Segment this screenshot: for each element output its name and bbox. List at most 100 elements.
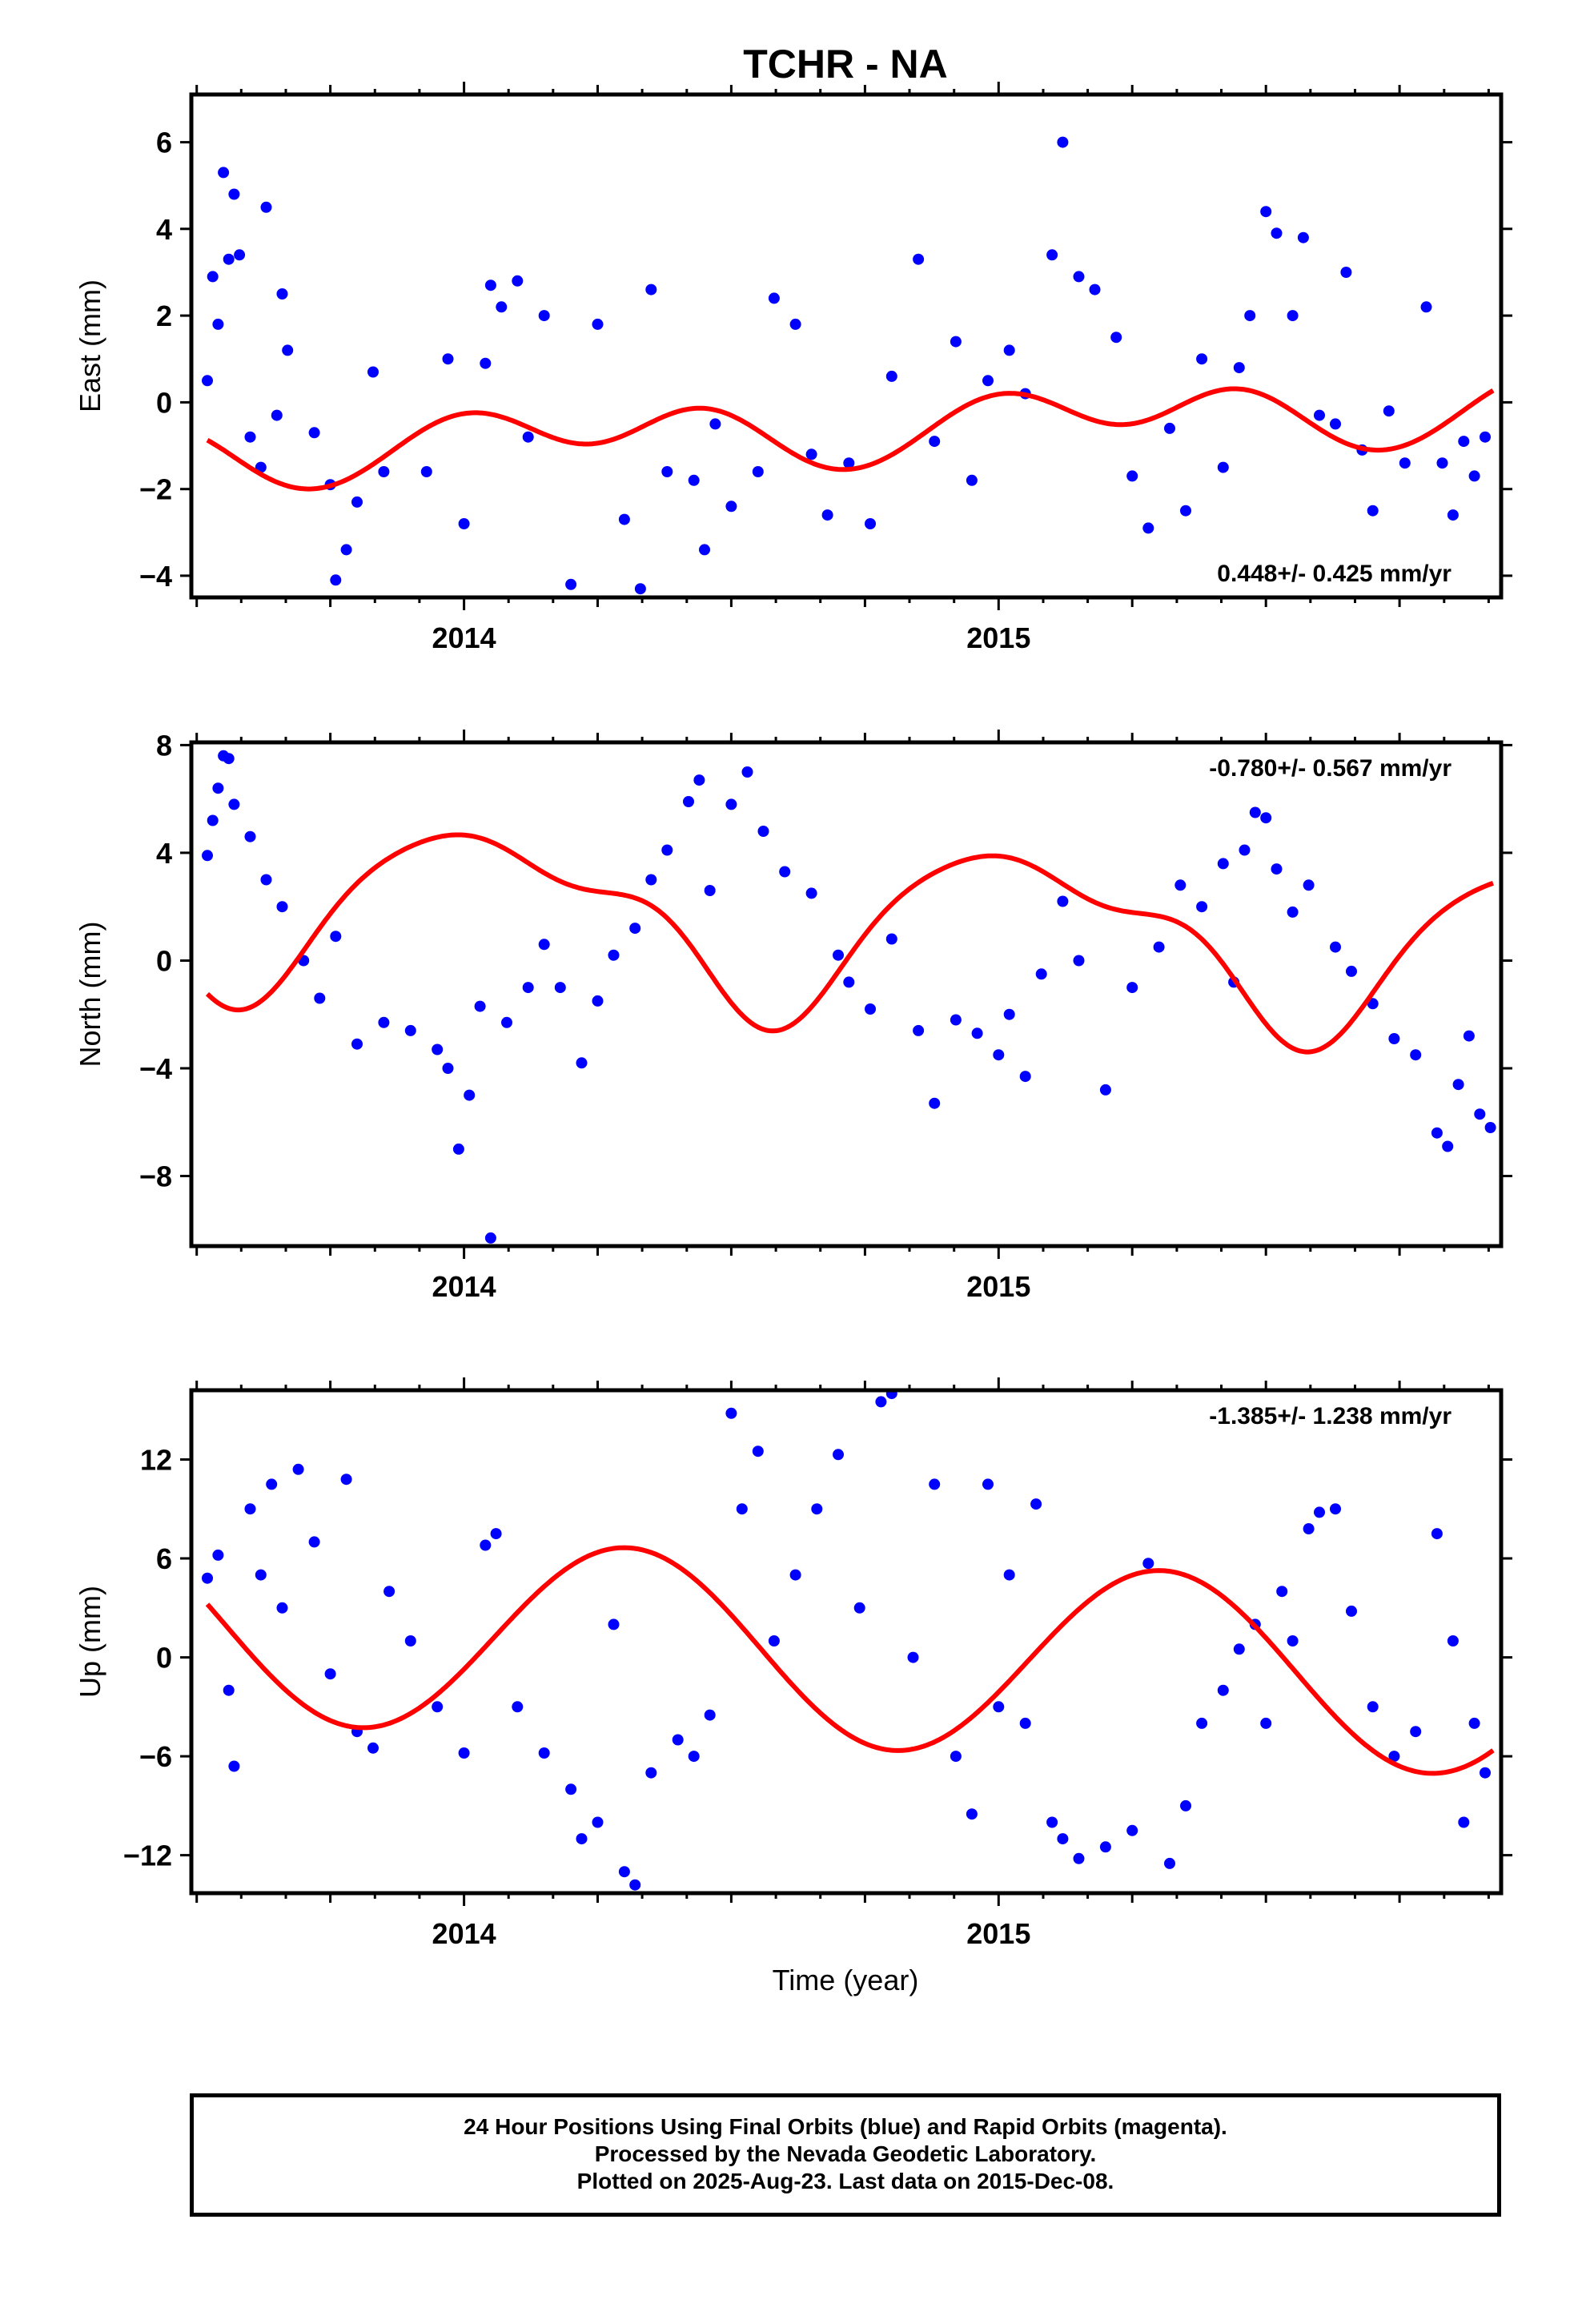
- north-data-point: [1153, 941, 1165, 953]
- up-y-tick-label: 12: [140, 1444, 172, 1477]
- up-y-axis-title: Up (mm): [74, 1586, 106, 1698]
- up-data-point: [688, 1751, 700, 1763]
- north-data-point: [260, 874, 272, 886]
- east-y-tick-label: −2: [139, 473, 172, 506]
- north-data-point: [228, 798, 240, 810]
- east-data-point: [442, 353, 454, 365]
- up-data-point: [875, 1396, 887, 1408]
- east-y-tick-label: 0: [156, 386, 172, 419]
- east-data-point: [1196, 353, 1208, 365]
- east-data-point: [1260, 206, 1272, 218]
- east-data-point: [1180, 505, 1191, 517]
- up-data-point: [404, 1635, 416, 1647]
- up-data-point: [1196, 1717, 1208, 1729]
- up-data-point: [608, 1618, 620, 1630]
- east-data-point: [223, 253, 235, 265]
- up-plot-frame: [189, 1388, 1504, 1896]
- east-data-point: [1314, 409, 1325, 421]
- north-data-point: [629, 923, 641, 935]
- up-data-point: [367, 1742, 379, 1754]
- east-y-tick-label: −4: [139, 560, 172, 593]
- up-data-point: [993, 1701, 1005, 1713]
- north-data-point: [464, 1089, 476, 1101]
- north-y-tick-label: 0: [156, 945, 172, 978]
- north-data-point: [693, 774, 705, 786]
- north-data-point: [1330, 941, 1341, 953]
- footer-line-3: Plotted on 2025-Aug-23. Last data on 201…: [576, 2169, 1114, 2193]
- north-data-point: [1260, 812, 1272, 824]
- north-data-point: [1287, 906, 1299, 918]
- east-data-point: [1468, 470, 1480, 482]
- up-data-point: [512, 1701, 524, 1713]
- up-data-point: [212, 1549, 224, 1561]
- east-data-point: [340, 544, 352, 556]
- up-data-point: [324, 1668, 336, 1680]
- up-data-point: [645, 1767, 657, 1779]
- up-panel: 2014 2015 −12 −6 0 6 12 Up (mm) -1.385+/- 1.238 …: [74, 1377, 1512, 1950]
- north-panel: 2014 2015 −8 −4 0 4 8 North (mm) -0.780+/- 0.567…: [74, 729, 1512, 1303]
- east-data-point: [228, 188, 240, 200]
- east-data-point: [234, 249, 246, 261]
- north-data-point: [1431, 1127, 1443, 1139]
- east-data-point: [212, 318, 224, 330]
- north-data-point: [1346, 965, 1357, 977]
- east-fit-curve: [206, 386, 1495, 492]
- east-data-point: [271, 409, 283, 421]
- up-data-point: [1346, 1605, 1357, 1617]
- north-data-point: [404, 1024, 416, 1036]
- north-data-point: [725, 798, 737, 810]
- north-data-point: [1474, 1108, 1486, 1120]
- north-rate-label: -0.780+/- 0.567 mm/yr: [1209, 755, 1452, 782]
- east-y-axis-title: East (mm): [74, 279, 106, 412]
- up-data-point: [1073, 1852, 1085, 1864]
- up-data-point: [266, 1478, 278, 1490]
- north-x-tick-label: 2015: [966, 1270, 1030, 1303]
- north-data-point: [1057, 895, 1069, 907]
- north-data-point: [1217, 858, 1229, 870]
- up-data-point: [1046, 1816, 1058, 1828]
- north-y-tick-label: −4: [139, 1052, 172, 1085]
- east-data-point: [1110, 332, 1122, 344]
- up-data-point: [672, 1734, 684, 1746]
- east-data-point: [592, 318, 604, 330]
- up-data-point: [725, 1407, 737, 1419]
- east-data-point: [966, 474, 978, 486]
- up-data-point: [736, 1503, 748, 1515]
- east-data-point: [752, 466, 764, 477]
- east-y-tick-label: 6: [156, 127, 172, 159]
- north-data-point: [432, 1043, 444, 1055]
- up-data-point: [432, 1701, 444, 1713]
- north-data-point: [1442, 1140, 1454, 1152]
- east-panel: 2014 2015 −4 −2 0 2 4 6 East (mm) 0.448+/- 0.425 …: [74, 82, 1512, 654]
- north-data-point: [501, 1016, 512, 1028]
- up-y-tick-label: −6: [139, 1740, 172, 1773]
- east-data-point: [725, 501, 737, 513]
- up-data-point: [1330, 1503, 1341, 1515]
- east-data-point: [1057, 136, 1069, 148]
- east-data-point: [1046, 249, 1058, 261]
- east-data-point: [1126, 470, 1138, 482]
- east-x-tick-label: 2015: [966, 621, 1030, 654]
- up-data-point: [1303, 1523, 1315, 1534]
- north-data-point: [805, 887, 817, 899]
- north-data-point: [452, 1143, 464, 1155]
- north-data-point: [592, 995, 604, 1007]
- north-data-point: [1388, 1033, 1400, 1044]
- east-data-point: [420, 466, 432, 477]
- east-y-tick-label: 4: [156, 213, 172, 246]
- north-data-point: [950, 1014, 962, 1026]
- up-data-point: [1126, 1824, 1138, 1836]
- east-data-point: [378, 466, 390, 477]
- east-data-point: [496, 301, 508, 313]
- north-data-point: [1003, 1008, 1015, 1020]
- east-data-point: [768, 292, 780, 304]
- east-data-point: [1436, 457, 1448, 469]
- up-data-point: [704, 1709, 716, 1721]
- north-data-point: [843, 976, 855, 988]
- east-data-point: [330, 574, 342, 586]
- east-data-point: [913, 253, 925, 265]
- east-data-point: [688, 474, 700, 486]
- east-data-point: [480, 357, 492, 369]
- north-data-point: [351, 1038, 363, 1050]
